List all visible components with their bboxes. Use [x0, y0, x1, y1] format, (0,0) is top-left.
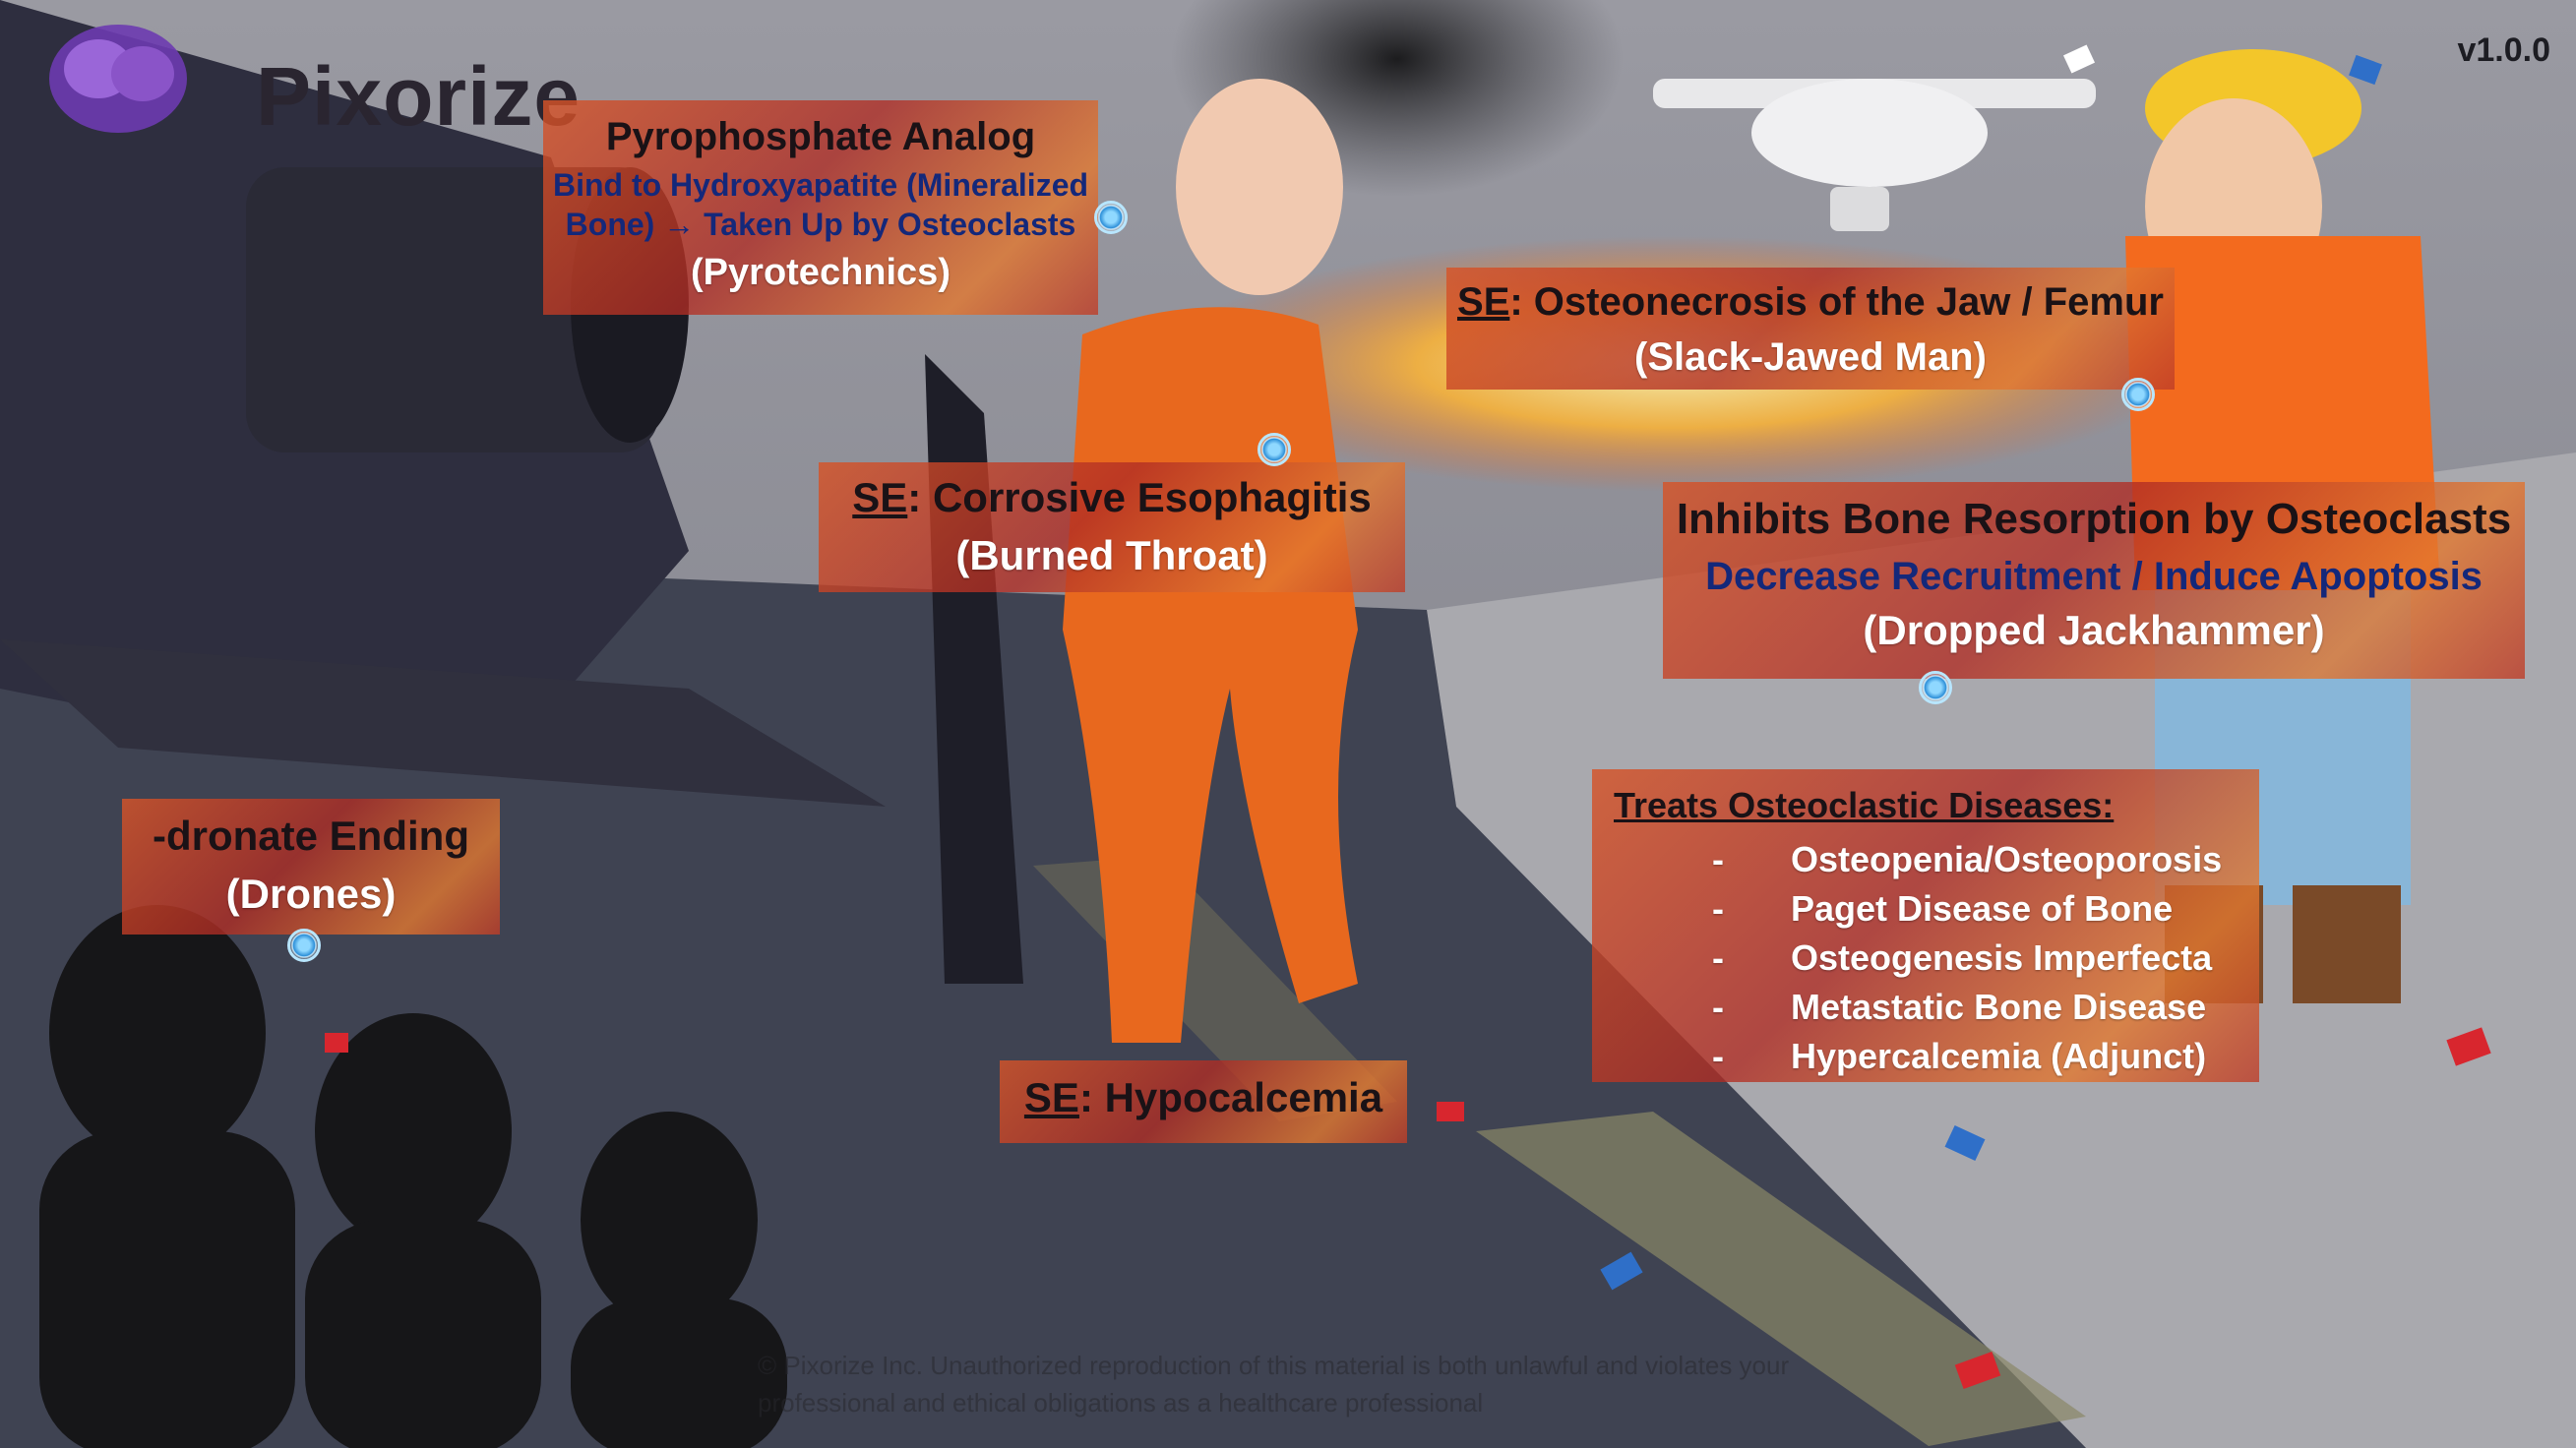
label-esophagitis: SE: Corrosive Esophagitis (Burned Throat…	[819, 462, 1405, 592]
brain-logo-icon	[49, 25, 187, 133]
esophagitis-mnemonic: (Burned Throat)	[955, 531, 1268, 578]
hotspot-inhibits[interactable]	[1919, 671, 1952, 704]
pyrophosphate-mnemonic: (Pyrotechnics)	[691, 252, 951, 293]
esophagitis-title: SE: Corrosive Esophagitis	[819, 472, 1405, 524]
se-prefix: SE	[1457, 280, 1510, 324]
hotspot-osteonecrosis[interactable]	[2121, 378, 2155, 411]
osteonecrosis-title: SE: Osteonecrosis of the Jaw / Femur	[1446, 277, 2175, 327]
dronate-mnemonic: (Drones)	[225, 870, 397, 917]
esophagitis-text: : Corrosive Esophagitis	[907, 474, 1372, 520]
list-item: Paget Disease of Bone	[1614, 884, 2259, 934]
hotspot-dronate[interactable]	[287, 929, 321, 962]
treats-title: Treats Osteoclastic Diseases:	[1614, 785, 2115, 825]
list-item: Osteopenia/Osteoporosis	[1614, 835, 2259, 884]
list-item: Osteogenesis Imperfecta	[1614, 934, 2259, 983]
label-osteonecrosis: SE: Osteonecrosis of the Jaw / Femur (Sl…	[1446, 268, 2175, 390]
inhibits-mnemonic: (Dropped Jackhammer)	[1863, 607, 2325, 653]
pixorize-logo[interactable]: Pixorize	[39, 20, 580, 138]
se-prefix: SE	[1023, 1074, 1079, 1120]
drone-sky	[1653, 79, 2096, 231]
inhibits-detail: Decrease Recruitment / Induce Apoptosis	[1705, 555, 2483, 598]
pyrophosphate-title: Pyrophosphate Analog	[605, 115, 1036, 158]
pyrophosphate-detail: Bind to Hydroxyapatite (Mineralized Bone…	[552, 167, 1089, 242]
hypocalcemia-text: : Hypocalcemia	[1078, 1074, 1383, 1120]
dronate-title: -dronate Ending	[153, 813, 469, 859]
version-label: v1.0.0	[2457, 31, 2550, 69]
label-pyrophosphate: Pyrophosphate Analog Bind to Hydroxyapat…	[543, 100, 1098, 315]
confetti	[325, 44, 2491, 1390]
crowd-silhouettes	[39, 905, 787, 1448]
copyright-notice: © Pixorize Inc. Unauthorized reproductio…	[758, 1351, 1790, 1418]
hotspot-esophagitis[interactable]	[1257, 433, 1291, 466]
se-prefix: SE	[852, 474, 908, 520]
list-item: Metastatic Bone Disease	[1614, 983, 2259, 1032]
label-inhibits: Inhibits Bone Resorption by Osteoclasts …	[1663, 482, 2525, 679]
osteonecrosis-text: : Osteonecrosis of the Jaw / Femur	[1509, 280, 2164, 324]
crosswalk-stripe	[1476, 1112, 2086, 1446]
label-treats: Treats Osteoclastic Diseases: Osteopenia…	[1592, 769, 2259, 1082]
hotspot-pyrophosphate[interactable]	[1094, 201, 1128, 234]
inhibits-title: Inhibits Bone Resorption by Osteoclasts	[1676, 495, 2512, 543]
hypocalcemia-title: SE: Hypocalcemia	[1000, 1072, 1407, 1124]
label-dronate: -dronate Ending (Drones)	[122, 799, 500, 935]
label-hypocalcemia: SE: Hypocalcemia	[1000, 1060, 1407, 1143]
logo-text: Pixorize	[256, 50, 582, 143]
list-item: Hypercalcemia (Adjunct)	[1614, 1032, 2259, 1081]
osteonecrosis-mnemonic: (Slack-Jawed Man)	[1634, 335, 1987, 379]
treats-list: Osteopenia/Osteoporosis Paget Disease of…	[1614, 835, 2259, 1081]
